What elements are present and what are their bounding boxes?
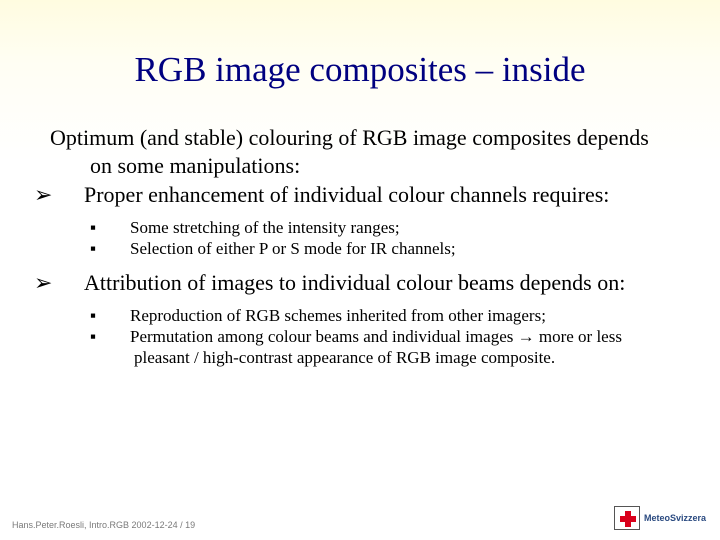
sub-bullet-group: ▪Reproduction of RGB schemes inherited f…	[50, 305, 676, 369]
bullet-text: Proper enhancement of individual colour …	[84, 182, 609, 207]
bullet-text: Attribution of images to individual colo…	[84, 270, 625, 295]
bullet-level2: ▪Permutation among colour beams and indi…	[112, 326, 676, 369]
bullet-text: Some stretching of the intensity ranges;	[130, 218, 400, 237]
swiss-cross-icon	[614, 506, 640, 530]
bullet-text: Permutation among colour beams and indiv…	[130, 327, 622, 367]
slide-title: RGB image composites – inside	[44, 50, 676, 90]
bullet-text: Reproduction of RGB schemes inherited fr…	[130, 306, 546, 325]
square-icon: ▪	[112, 305, 130, 326]
bullet-text: Selection of either P or S mode for IR c…	[130, 239, 456, 258]
bullet-level1: ➢Attribution of images to individual col…	[62, 269, 676, 297]
square-icon: ▪	[112, 238, 130, 259]
square-icon: ▪	[112, 326, 130, 347]
logo-text: MeteoSvizzera	[644, 514, 706, 523]
bullet-level2: ▪Some stretching of the intensity ranges…	[112, 217, 676, 238]
bullet-level2: ▪Selection of either P or S mode for IR …	[112, 238, 676, 259]
bullet-level2: ▪Reproduction of RGB schemes inherited f…	[112, 305, 676, 326]
footer-text: Hans.Peter.Roesli, Intro.RGB 2002-12-24 …	[12, 520, 195, 530]
logo: MeteoSvizzera	[614, 506, 706, 530]
square-icon: ▪	[112, 217, 130, 238]
bullet-level1: ➢Proper enhancement of individual colour…	[62, 181, 676, 209]
chevron-icon: ➢	[62, 181, 84, 209]
sub-bullet-group: ▪Some stretching of the intensity ranges…	[50, 217, 676, 260]
slide-body: Optimum (and stable) colouring of RGB im…	[44, 124, 676, 368]
chevron-icon: ➢	[62, 269, 84, 297]
slide: RGB image composites – inside Optimum (a…	[0, 0, 720, 540]
intro-text: Optimum (and stable) colouring of RGB im…	[50, 124, 676, 179]
